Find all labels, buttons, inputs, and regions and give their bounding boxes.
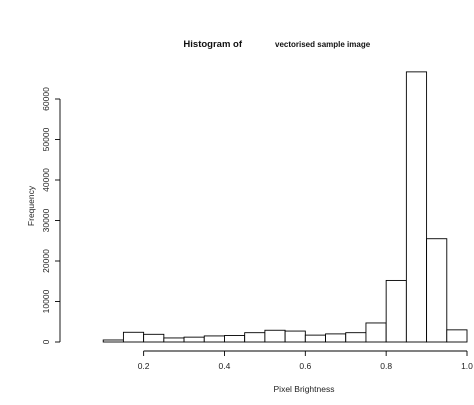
histogram-bars	[102, 71, 468, 343]
chart-title-main: Histogram of	[183, 39, 242, 50]
x-axis: 0.2 0.4 0.6 0.8 1.0	[138, 350, 473, 371]
y-tick-label: 10000	[41, 289, 51, 313]
histogram-bar	[385, 279, 407, 343]
histogram-bar	[345, 332, 367, 343]
x-tick-label: 0.2	[138, 361, 150, 371]
x-tick-label: 0.4	[219, 361, 231, 371]
histogram-bar	[143, 333, 165, 343]
x-tick-label: 0.8	[380, 361, 392, 371]
histogram-bar	[446, 329, 468, 343]
y-tick-label: 0	[41, 339, 51, 344]
histogram-bar	[183, 336, 205, 343]
y-tick-label: 20000	[41, 249, 51, 273]
histogram-bar	[203, 335, 225, 343]
y-tick-label: 40000	[41, 168, 51, 192]
y-axis-label: Frequency	[26, 185, 36, 226]
histogram-bar	[122, 331, 145, 343]
histogram-bar	[163, 337, 185, 343]
histogram-bar	[426, 238, 448, 343]
histogram-bar	[325, 333, 347, 343]
x-tick-label: 1.0	[461, 361, 473, 371]
y-axis: 0 10000 20000 30000 40000 50000 60000	[41, 87, 61, 344]
chart-title-sub: vectorised sample image	[275, 40, 371, 49]
x-axis-label: Pixel Brightness	[274, 384, 335, 394]
y-tick-label: 30000	[41, 208, 51, 232]
histogram-bar	[284, 330, 306, 343]
histogram-bar	[264, 329, 286, 343]
x-tick-label: 0.6	[299, 361, 311, 371]
histogram-bar	[102, 339, 124, 343]
histogram-bar	[365, 322, 387, 343]
histogram-bar	[244, 332, 266, 343]
y-tick-label: 60000	[41, 87, 51, 111]
histogram-bar	[304, 334, 326, 343]
histogram-bar	[224, 335, 246, 343]
y-tick-label: 50000	[41, 127, 51, 151]
histogram-bar	[405, 71, 428, 343]
